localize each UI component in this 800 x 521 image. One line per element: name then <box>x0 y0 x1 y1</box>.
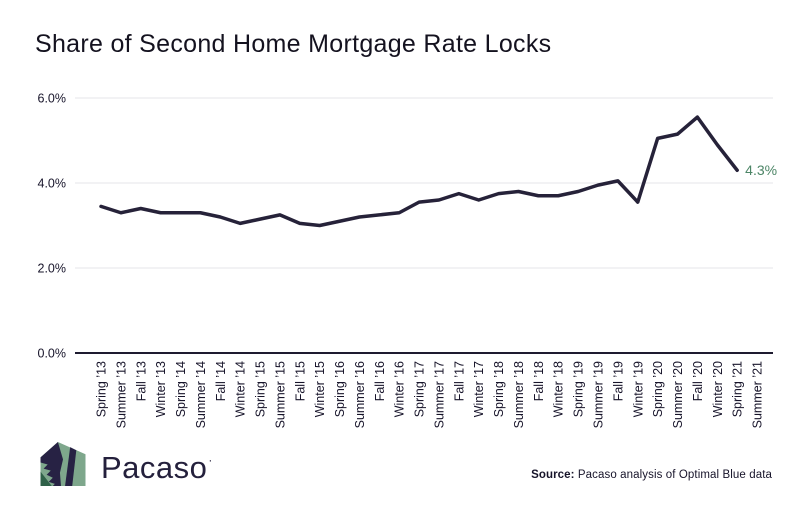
chart-title: Share of Second Home Mortgage Rate Locks <box>35 30 552 58</box>
data-line <box>99 115 739 228</box>
x-tick-label: Spring ’14 <box>174 361 188 417</box>
x-tick-label: Summer ’20 <box>671 361 685 428</box>
x-tick-label: Winter ’18 <box>552 361 566 417</box>
x-tick-label: Spring ’21 <box>731 361 745 417</box>
y-tick-label: 0.0% <box>38 347 67 361</box>
source-label: Source: <box>531 469 575 481</box>
x-tick-label: Summer ’18 <box>512 361 526 428</box>
x-tick-label: Spring ’17 <box>413 361 427 417</box>
x-tick-label: Winter ’20 <box>711 361 725 417</box>
x-tick-label: Summer ’15 <box>273 361 287 428</box>
x-tick-label: Fall ’16 <box>373 361 387 401</box>
x-tick-label: Fall ’20 <box>691 361 705 401</box>
x-tick-label: Spring ’15 <box>254 361 268 417</box>
y-tick-label: 6.0% <box>38 92 67 106</box>
x-tick-label: Summer ’19 <box>592 361 606 428</box>
x-tick-label: Fall ’19 <box>611 361 625 401</box>
y-tick-label: 2.0% <box>38 262 67 276</box>
x-tick-label: Summer ’17 <box>432 361 446 428</box>
x-tick-label: Summer ’14 <box>194 361 208 428</box>
line-chart-svg: 6.0% 4.0% 2.0% 0.0% Spring ’13 Summer ’13 Fall… <box>38 92 778 429</box>
x-tick-label: Fall ’14 <box>214 361 228 401</box>
footer: Pacaso· Source: Pacaso analysis of Optim… <box>0 442 800 521</box>
x-tick-label: Winter ’13 <box>154 361 168 417</box>
x-tick-label: Winter ’15 <box>313 361 327 417</box>
x-tick-label: Summer ’21 <box>751 361 765 428</box>
trademark-dot: · <box>208 453 213 467</box>
x-tick-label: Fall ’18 <box>532 361 546 401</box>
x-tick-label: Spring ’18 <box>492 361 506 417</box>
x-tick-label: Fall ’17 <box>452 361 466 401</box>
pacaso-wordmark: Pacaso· <box>101 450 213 485</box>
pacaso-logo: Pacaso· <box>38 437 213 491</box>
x-tick-label: Winter ’17 <box>472 361 486 417</box>
y-tick-label: 4.0% <box>38 177 67 191</box>
x-tick-label: Winter ’19 <box>631 361 645 417</box>
x-tick-label: Winter ’14 <box>234 361 248 417</box>
x-tick-label: Fall ’15 <box>293 361 307 401</box>
x-tick-label: Summer ’13 <box>114 361 128 428</box>
x-tick-label: Spring ’19 <box>572 361 586 417</box>
x-tick-label: Summer ’16 <box>353 361 367 428</box>
x-tick-label: Winter ’16 <box>393 361 407 417</box>
x-tick-label: Spring ’20 <box>651 361 665 417</box>
x-tick-label: Spring ’16 <box>333 361 347 417</box>
x-tick-label: Fall ’13 <box>134 361 148 401</box>
last-value-annotation: 4.3% <box>745 162 777 178</box>
source-text: Pacaso analysis of Optimal Blue data <box>574 469 772 481</box>
line-chart: 6.0% 4.0% 2.0% 0.0% Spring ’13 Summer ’13 Fall… <box>0 85 800 465</box>
x-tick-label: Spring ’13 <box>95 361 109 417</box>
pacaso-house-icon <box>40 442 86 486</box>
source-attribution: Source: Pacaso analysis of Optimal Blue … <box>531 469 772 481</box>
